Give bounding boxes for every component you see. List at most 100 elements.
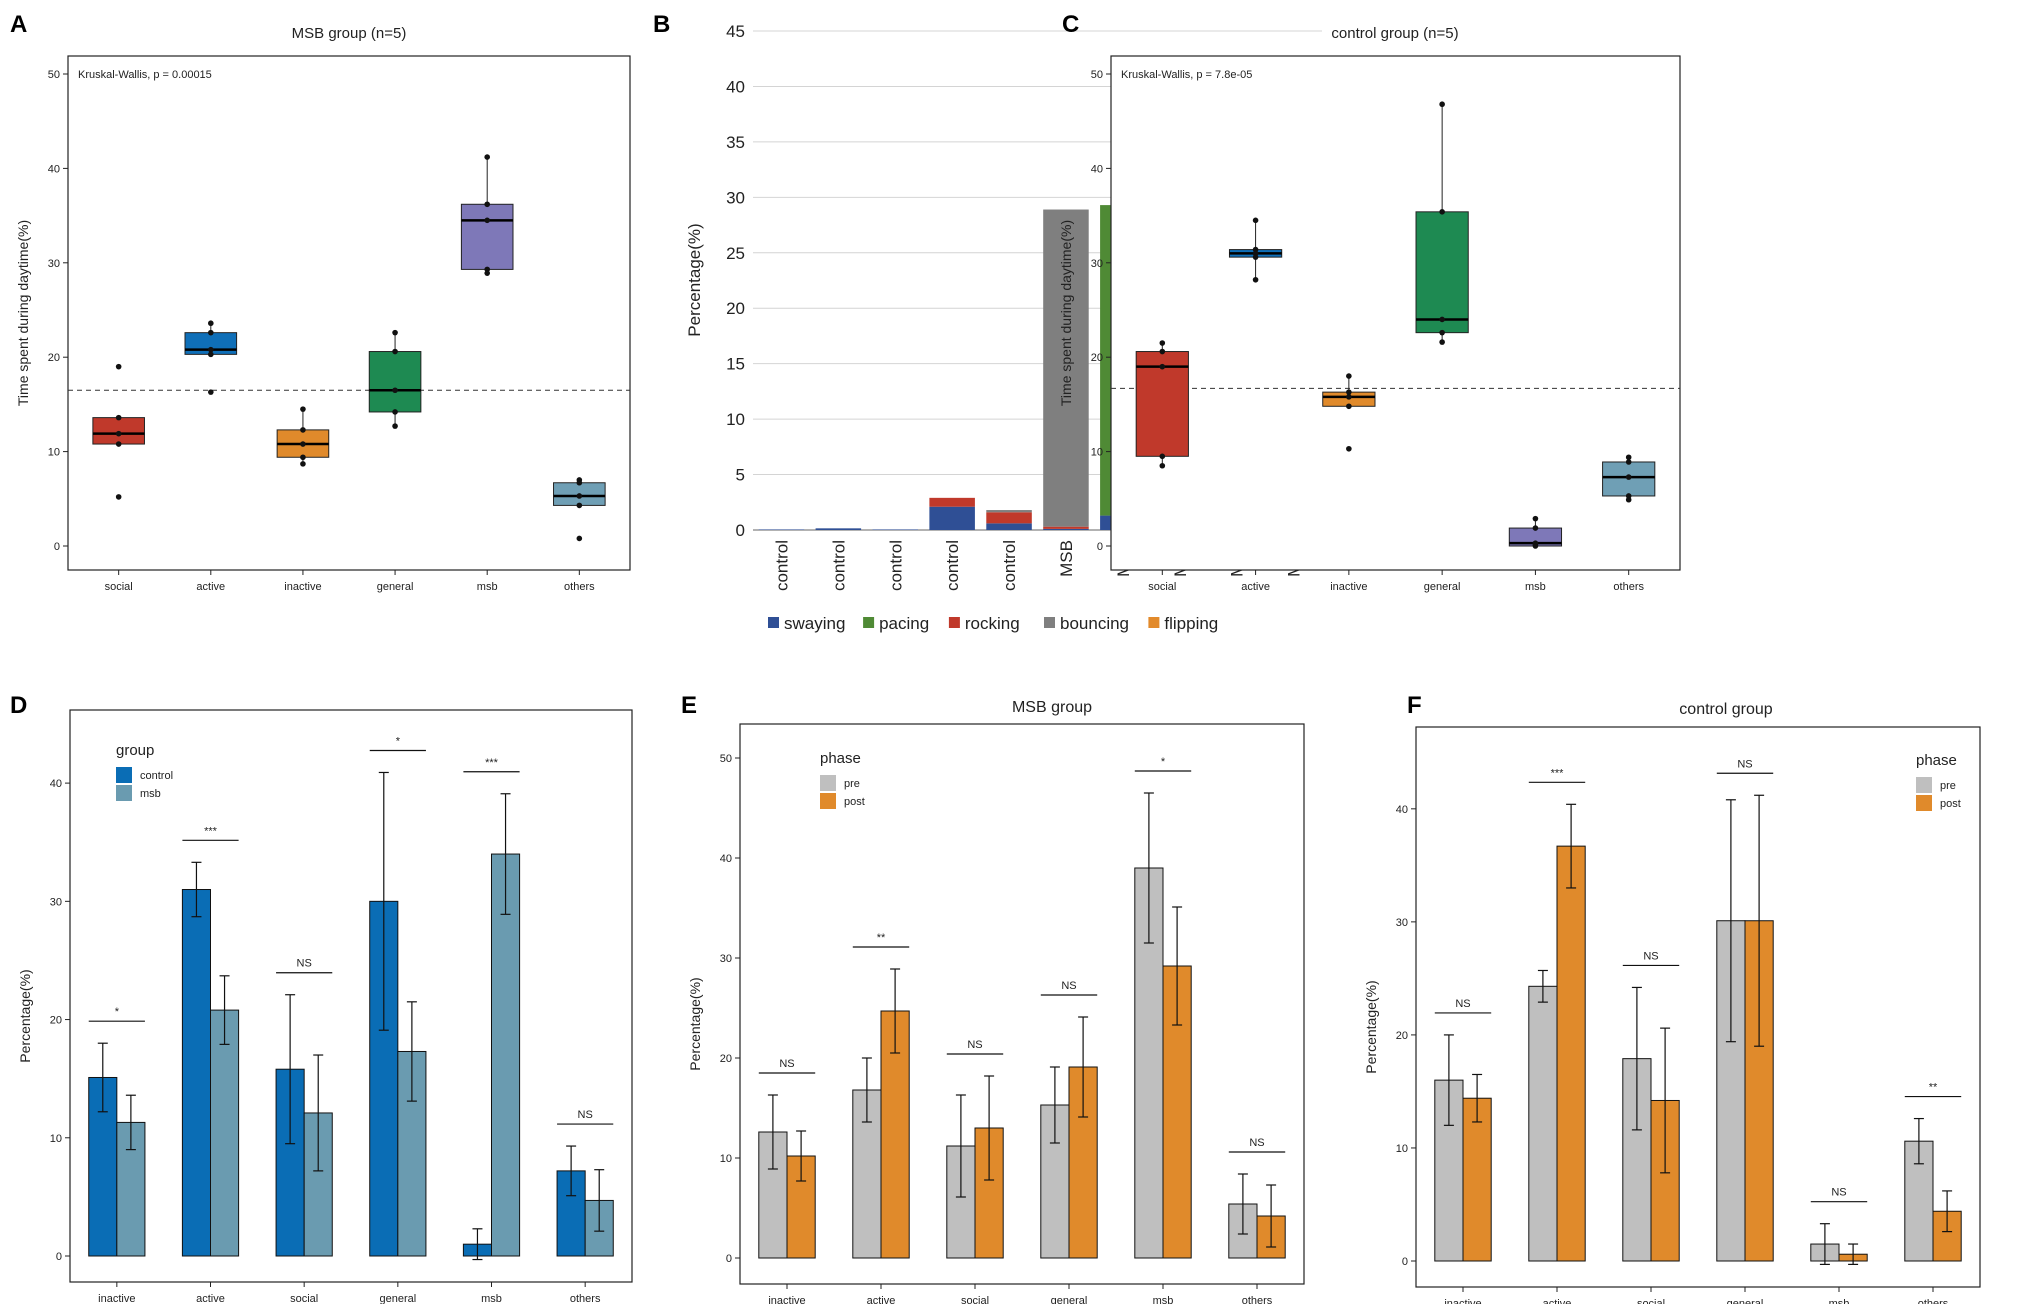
legend-swatch-post [820, 793, 836, 809]
x-tick-label: active [867, 1295, 896, 1304]
data-point [115, 414, 122, 421]
significance-label: NS [1061, 980, 1076, 992]
bar-msb [491, 853, 521, 1257]
legend-title: phase [1916, 752, 1957, 769]
plot-frame [739, 723, 1305, 1285]
data-point [484, 270, 490, 276]
significance-label: ** [1929, 1082, 1938, 1094]
data-point [1159, 348, 1166, 355]
chart-title: control group [1679, 701, 1772, 718]
x-tick-label: social [105, 581, 133, 593]
y-tick-label: 0 [736, 521, 745, 540]
x-tick-label: active [1241, 581, 1270, 593]
data-point [392, 387, 398, 394]
y-axis-label: Percentage(%) [17, 969, 33, 1062]
legend-swatch-pre [1916, 777, 1932, 793]
x-tick-label: inactive [284, 581, 321, 593]
bar-segment-rocking [929, 497, 975, 507]
data-point [392, 329, 398, 336]
bar-post [1462, 1097, 1492, 1262]
data-point [300, 441, 306, 447]
legend-title: group [116, 742, 154, 759]
chart-title: MSB group [1012, 699, 1092, 716]
bar-pre [1528, 985, 1558, 1262]
data-point [1625, 454, 1632, 461]
panel-f: control group 0 10 20 30 40 Percentage(%) NS ina… [1363, 701, 1981, 1304]
significance-label: NS [967, 1039, 982, 1051]
x-tick-label: others [564, 581, 595, 593]
panel-c: control group (n=5) 0 10 20 30 40 50 Time spent… [1058, 25, 1681, 593]
y-tick-label: 50 [48, 69, 60, 81]
data-point [484, 201, 490, 208]
data-point [1252, 217, 1259, 224]
y-tick-label: 10 [50, 1133, 62, 1145]
significance-label: NS [297, 958, 312, 970]
data-point [208, 389, 214, 395]
bar-post [1556, 845, 1586, 1262]
x-tick-label: control [886, 540, 905, 591]
panel-letter-e: E [681, 692, 697, 719]
legend-label: pacing [879, 614, 929, 633]
x-tick-label: control [829, 540, 848, 591]
box-social [92, 417, 145, 445]
x-tick-label: social [1637, 1298, 1665, 1304]
y-tick-label: 30 [50, 896, 62, 908]
panel-letter-f: F [1407, 692, 1422, 719]
data-point [300, 454, 306, 461]
data-point [392, 423, 398, 429]
y-tick-label: 20 [50, 1015, 62, 1027]
data-point [1439, 329, 1445, 336]
annotation: Kruskal-Wallis, p = 0.00015 [78, 69, 212, 81]
y-tick-label: 50 [1091, 69, 1103, 81]
y-tick-label: 35 [726, 133, 745, 152]
y-tick-label: 40 [50, 778, 62, 790]
data-point [208, 320, 214, 327]
data-point [115, 441, 122, 447]
y-tick-label: 45 [726, 22, 745, 41]
bar-segment-bouncing [986, 510, 1032, 513]
significance-label: * [396, 735, 401, 747]
bar-segment-swaying [815, 528, 862, 530]
legend-swatch-flipping [1148, 617, 1160, 628]
legend-label: post [1940, 798, 1961, 810]
data-point [300, 406, 306, 412]
data-point [115, 494, 122, 500]
legend-label: control [140, 770, 173, 782]
data-point [576, 502, 583, 509]
legend-label: swaying [784, 614, 845, 633]
data-point [300, 427, 306, 433]
box-msb [460, 203, 514, 270]
x-tick-label: active [196, 1293, 225, 1304]
bar-segment-swaying [872, 529, 919, 530]
bar-segment-rocking [1043, 526, 1089, 529]
x-tick-label: inactive [1444, 1298, 1481, 1304]
x-tick-label: others [1918, 1298, 1949, 1304]
data-point [208, 346, 214, 353]
y-tick-label: 50 [720, 753, 732, 765]
bar-segment-rocking [986, 512, 1032, 524]
x-tick-label: general [379, 1293, 416, 1304]
x-tick-label: general [1424, 581, 1461, 593]
x-tick-label: control [1000, 540, 1019, 591]
legend-title: phase [820, 750, 861, 767]
data-point [576, 535, 583, 542]
data-point [1439, 209, 1445, 215]
plot-frame [1110, 55, 1681, 571]
significance-label: * [115, 1006, 120, 1018]
bar-segment-bouncing [1043, 209, 1089, 527]
y-tick-label: 10 [726, 410, 745, 429]
data-point [1439, 339, 1445, 345]
data-point [1532, 525, 1539, 531]
y-tick-label: 20 [48, 352, 60, 364]
panel-e: MSB group 0 10 20 30 40 50 Percentage(%) NS inact… [687, 699, 1305, 1304]
legend-swatch-msb [116, 785, 132, 801]
x-tick-label: msb [477, 581, 498, 593]
x-tick-label: social [961, 1295, 989, 1304]
x-tick-label: MSB [1057, 540, 1076, 577]
legend-label: pre [1940, 780, 1956, 792]
y-tick-label: 30 [48, 258, 60, 270]
significance-label: ** [877, 932, 886, 944]
legend-swatch-rocking [948, 617, 960, 628]
y-tick-label: 10 [1091, 447, 1103, 459]
data-point [1346, 394, 1352, 400]
